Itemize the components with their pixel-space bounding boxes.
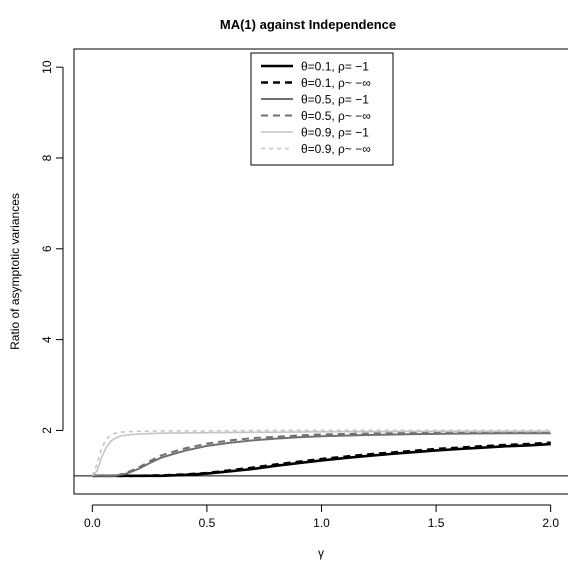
legend-box — [250, 52, 394, 166]
legend-label: θ=0.1, ρ~ −∞ — [301, 76, 371, 90]
series-line-4 — [92, 430, 551, 477]
x-tick-label: 1.0 — [313, 516, 330, 530]
plot-area-frame — [73, 48, 568, 495]
legend-label: θ=0.5, ρ= −1 — [301, 93, 369, 107]
series-line-3 — [92, 432, 551, 477]
series-layer — [91, 429, 551, 478]
y-axis-label: Ratio of asymptotic variances — [8, 193, 22, 350]
legend-label: θ=0.9, ρ= −1 — [301, 126, 369, 140]
x-axis-label: γ — [318, 546, 324, 560]
y-tick-label: 10 — [40, 60, 54, 74]
y-tick-label: 8 — [40, 154, 54, 161]
y-tick-label: 4 — [40, 336, 54, 343]
x-tick-label: 1.5 — [428, 516, 445, 530]
y-tick-label: 2 — [40, 427, 54, 434]
legend-label: θ=0.1, ρ= −1 — [301, 60, 369, 74]
y-axis: 2 4 6 8 10 — [40, 60, 64, 434]
x-tick-label: 0.5 — [199, 516, 216, 530]
x-tick-label: 2.0 — [542, 516, 559, 530]
legend-label: θ=0.9, ρ~ −∞ — [301, 142, 371, 156]
legend-label: θ=0.5, ρ~ −∞ — [301, 109, 371, 123]
x-tick-label: 0.0 — [84, 516, 101, 530]
series-line-5 — [91, 430, 551, 477]
series-line-2 — [92, 441, 551, 478]
chart-title: MA(1) against Independence — [220, 17, 396, 32]
series-line-6 — [91, 429, 551, 477]
y-tick-label: 6 — [40, 245, 54, 252]
x-axis: 0.0 0.5 1.0 1.5 2.0 — [84, 504, 559, 530]
legend: θ=0.1, ρ= −1 θ=0.1, ρ~ −∞ θ=0.5, ρ= −1 θ=0.… — [250, 52, 394, 166]
